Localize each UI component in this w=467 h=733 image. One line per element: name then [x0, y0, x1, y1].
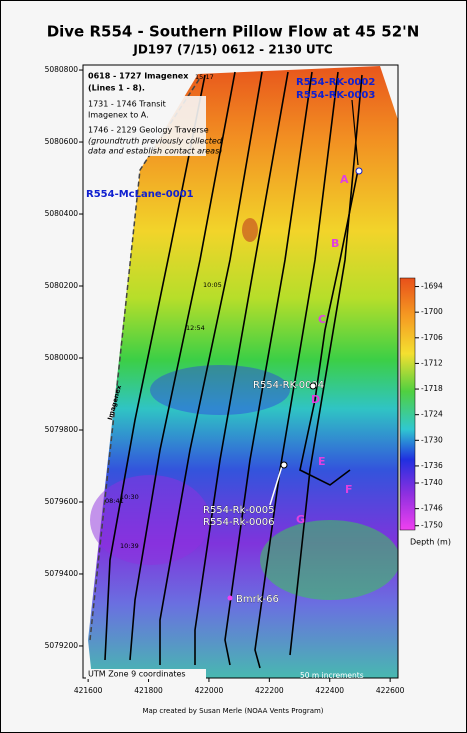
colorbar-tick-label: -1700: [421, 307, 443, 316]
station-label: G: [296, 513, 305, 526]
colorbar-tick-label: -1724: [421, 410, 443, 419]
zone-box: [86, 669, 206, 679]
station-label: C: [318, 313, 326, 326]
colorbar-label: Depth (m): [410, 538, 451, 547]
y-tick-label: 5079600: [45, 497, 79, 506]
colorbar-tick-label: -1750: [421, 521, 443, 530]
colorbar-tick-label: -1740: [421, 478, 443, 487]
note: (groundtruth previously collected: [88, 137, 223, 146]
track-label: 12:54: [186, 324, 205, 332]
y-tick-label: 5079400: [45, 569, 79, 578]
y-tick-label: 5079800: [45, 425, 79, 434]
zone-note: UTM Zone 9 coordinates: [88, 670, 186, 679]
x-tick-label: 422200: [255, 686, 284, 695]
note: 1731 - 1746 Transit: [88, 100, 166, 109]
subtitle: JD197 (7/15) 0612 - 2130 UTC: [132, 43, 332, 57]
colorbar-tick-label: -1718: [421, 384, 443, 393]
y-tick-label: 5080200: [45, 281, 79, 290]
y-tick-label: 5080800: [45, 65, 79, 74]
station-label: A: [340, 173, 349, 186]
x-tick-label: 422000: [195, 686, 224, 695]
sample-label: Bmrk-66: [236, 594, 279, 605]
track-label: 10:30: [120, 493, 139, 501]
sample-label: R554-Rk-0006: [203, 517, 274, 528]
station-label: F: [345, 483, 353, 496]
contour-note: 50 m increments: [300, 671, 364, 680]
bathymetry: [88, 66, 398, 678]
benchmark-site: [227, 595, 233, 601]
sample-site: [280, 461, 288, 469]
colorbar-tick-label: -1706: [421, 333, 443, 342]
credit: Map created by Susan Merle (NOAA Vents P…: [142, 707, 323, 715]
y-tick-label: 5080600: [45, 137, 79, 146]
note: 0618 - 1727 Imagenex: [88, 72, 189, 81]
track-label: 08:41: [105, 497, 124, 505]
sample-site: [355, 167, 363, 175]
station-label: E: [318, 455, 326, 468]
x-tick-label: 421800: [134, 686, 163, 695]
note: Imagenex to A.: [88, 111, 149, 120]
colorbar-tick-label: -1730: [421, 435, 443, 444]
track-label: 10:05: [203, 281, 222, 289]
track-label: 10:39: [120, 542, 139, 550]
note: data and establish contact areas): [88, 147, 222, 156]
x-tick-label: 421600: [74, 686, 103, 695]
note: (Lines 1 - 8).: [88, 84, 145, 93]
x-tick-label: 422600: [376, 686, 405, 695]
note: 1746 - 2129 Geology Traverse: [88, 126, 209, 135]
station-label: D: [311, 393, 320, 406]
track-label: 15:17: [195, 73, 214, 81]
y-tick-label: 5079200: [45, 641, 79, 650]
colorbar-tick-label: -1712: [421, 358, 443, 367]
sample-site: [309, 382, 317, 390]
colorbar-tick-label: -1746: [421, 504, 443, 513]
map-frame: [82, 64, 399, 679]
y-tick-label: 5080000: [45, 353, 79, 362]
title: Dive R554 - Southern Pillow Flow at 45 5…: [47, 23, 420, 41]
station-label: B: [331, 237, 339, 250]
sample-label: R554-RK-0004: [253, 380, 324, 391]
sample-label: R554-Rk-0005: [203, 505, 274, 516]
sample-label: R554-RK-0002: [296, 77, 375, 88]
y-tick-label: 5080400: [45, 209, 79, 218]
colorbar: [399, 277, 416, 531]
colorbar-tick-label: -1736: [421, 461, 443, 470]
notes-box: [84, 96, 206, 156]
pointer: [351, 99, 359, 166]
sample-label: R554-McLane-0001: [86, 189, 194, 200]
sample-label: R554-RK-0003: [296, 90, 375, 101]
x-tick-label: 422400: [315, 686, 344, 695]
colorbar-tick-label: -1694: [421, 282, 443, 291]
pointer: [269, 465, 283, 506]
